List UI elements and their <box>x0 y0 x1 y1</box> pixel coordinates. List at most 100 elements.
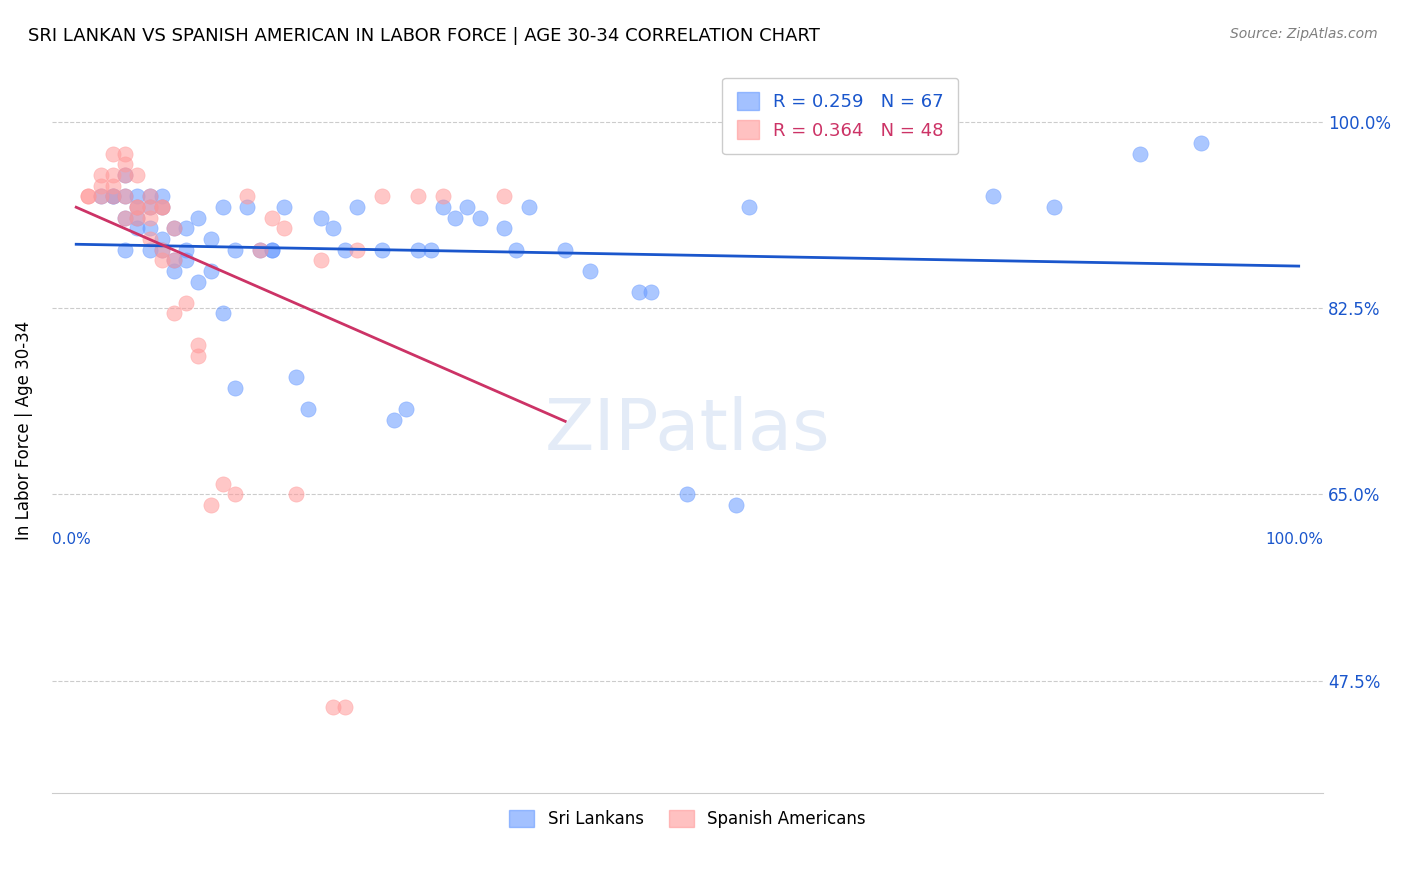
Text: ZIPatlas: ZIPatlas <box>544 396 831 465</box>
Spanish Americans <box>101 178 124 193</box>
Sri Lankans <box>419 243 441 257</box>
Spanish Americans <box>127 211 149 225</box>
Sri Lankans <box>150 200 173 214</box>
Sri Lankans <box>260 243 283 257</box>
Spanish Americans <box>150 200 173 214</box>
Sri Lankans <box>554 243 576 257</box>
Sri Lankans <box>725 498 748 512</box>
Sri Lankans <box>200 232 222 246</box>
Sri Lankans <box>737 200 759 214</box>
Sri Lankans <box>138 200 160 214</box>
Sri Lankans <box>408 243 430 257</box>
Sri Lankans <box>297 402 319 417</box>
Spanish Americans <box>260 211 283 225</box>
Spanish Americans <box>150 243 173 257</box>
Spanish Americans <box>77 189 100 203</box>
Spanish Americans <box>127 200 149 214</box>
Text: Source: ZipAtlas.com: Source: ZipAtlas.com <box>1230 27 1378 41</box>
Spanish Americans <box>163 253 186 268</box>
Spanish Americans <box>494 189 516 203</box>
Spanish Americans <box>114 157 136 171</box>
Sri Lankans <box>260 243 283 257</box>
Sri Lankans <box>468 211 491 225</box>
Sri Lankans <box>174 253 197 268</box>
Sri Lankans <box>127 200 149 214</box>
Sri Lankans <box>138 243 160 257</box>
Sri Lankans <box>127 189 149 203</box>
Sri Lankans <box>150 243 173 257</box>
Spanish Americans <box>200 498 222 512</box>
Sri Lankans <box>382 413 405 427</box>
Sri Lankans <box>174 221 197 235</box>
Spanish Americans <box>187 349 209 363</box>
Spanish Americans <box>236 189 259 203</box>
Spanish Americans <box>138 189 160 203</box>
Sri Lankans <box>90 189 112 203</box>
Spanish Americans <box>371 189 394 203</box>
Sri Lankans <box>578 264 600 278</box>
Sri Lankans <box>212 200 235 214</box>
Spanish Americans <box>90 168 112 182</box>
Sri Lankans <box>150 232 173 246</box>
Sri Lankans <box>333 243 356 257</box>
Spanish Americans <box>90 189 112 203</box>
Sri Lankans <box>444 211 467 225</box>
Spanish Americans <box>138 200 160 214</box>
Sri Lankans <box>138 221 160 235</box>
Sri Lankans <box>138 189 160 203</box>
Sri Lankans <box>981 189 1004 203</box>
Text: 100.0%: 100.0% <box>1265 532 1323 547</box>
Spanish Americans <box>249 243 271 257</box>
Spanish Americans <box>101 146 124 161</box>
Spanish Americans <box>138 232 160 246</box>
Spanish Americans <box>322 700 344 714</box>
Spanish Americans <box>212 476 235 491</box>
Sri Lankans <box>114 243 136 257</box>
Sri Lankans <box>163 253 186 268</box>
Sri Lankans <box>627 285 650 300</box>
Sri Lankans <box>371 243 394 257</box>
Sri Lankans <box>432 200 454 214</box>
Spanish Americans <box>127 168 149 182</box>
Sri Lankans <box>494 221 516 235</box>
Spanish Americans <box>150 253 173 268</box>
Spanish Americans <box>273 221 295 235</box>
Spanish Americans <box>127 200 149 214</box>
Sri Lankans <box>346 200 368 214</box>
Spanish Americans <box>174 295 197 310</box>
Sri Lankans <box>114 168 136 182</box>
Spanish Americans <box>432 189 454 203</box>
Sri Lankans <box>273 200 295 214</box>
Text: SRI LANKAN VS SPANISH AMERICAN IN LABOR FORCE | AGE 30-34 CORRELATION CHART: SRI LANKAN VS SPANISH AMERICAN IN LABOR … <box>28 27 820 45</box>
Spanish Americans <box>163 306 186 320</box>
Spanish Americans <box>138 211 160 225</box>
Sri Lankans <box>285 370 308 384</box>
Spanish Americans <box>114 146 136 161</box>
Spanish Americans <box>77 189 100 203</box>
Sri Lankans <box>174 243 197 257</box>
Spanish Americans <box>309 253 332 268</box>
Spanish Americans <box>114 168 136 182</box>
Sri Lankans <box>224 381 246 395</box>
Sri Lankans <box>322 221 344 235</box>
Y-axis label: In Labor Force | Age 30-34: In Labor Force | Age 30-34 <box>15 321 32 541</box>
Spanish Americans <box>346 243 368 257</box>
Spanish Americans <box>187 338 209 352</box>
Spanish Americans <box>101 189 124 203</box>
Sri Lankans <box>187 275 209 289</box>
Sri Lankans <box>200 264 222 278</box>
Sri Lankans <box>101 189 124 203</box>
Sri Lankans <box>309 211 332 225</box>
Spanish Americans <box>114 189 136 203</box>
Sri Lankans <box>150 189 173 203</box>
Spanish Americans <box>114 211 136 225</box>
Sri Lankans <box>127 211 149 225</box>
Sri Lankans <box>640 285 662 300</box>
Spanish Americans <box>285 487 308 501</box>
Sri Lankans <box>127 221 149 235</box>
Sri Lankans <box>236 200 259 214</box>
Sri Lankans <box>114 189 136 203</box>
Spanish Americans <box>150 200 173 214</box>
Sri Lankans <box>212 306 235 320</box>
Sri Lankans <box>224 243 246 257</box>
